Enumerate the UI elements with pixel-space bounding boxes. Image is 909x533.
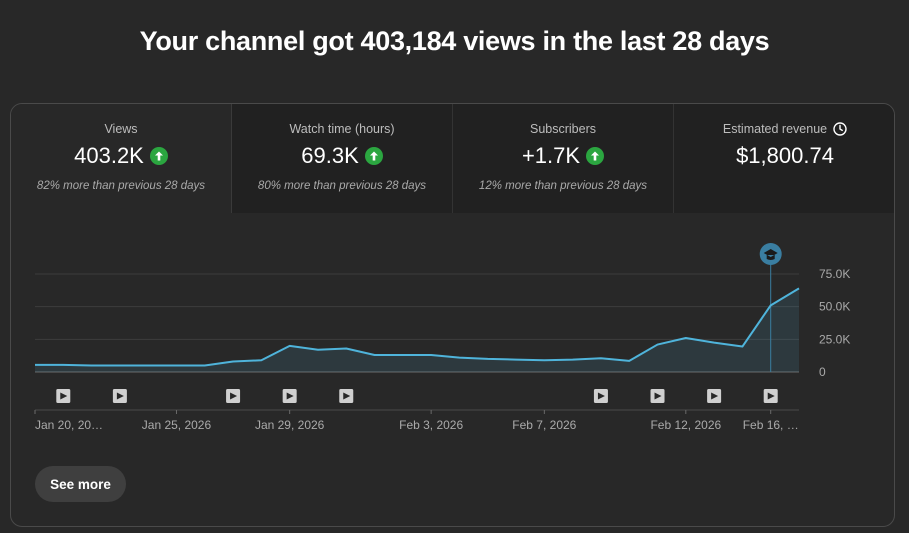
metric-tab-views[interactable]: Views 403.2K 82% more than previous 28 d… <box>11 104 232 213</box>
metric-tab-revenue[interactable]: Estimated revenue $1,800.74 <box>674 104 894 213</box>
video-marker-icon[interactable] <box>593 389 608 403</box>
metric-label: Estimated revenue <box>722 122 828 136</box>
metric-tab-watch-time[interactable]: Watch time (hours) 69.3K 80% more than p… <box>232 104 453 213</box>
metric-label: Subscribers <box>530 122 596 136</box>
see-more-button[interactable]: See more <box>35 466 126 502</box>
y-tick-label: 75.0K <box>819 267 850 281</box>
graduation-cap-icon[interactable] <box>759 243 782 265</box>
metric-value-wrap: +1.7K <box>453 143 673 169</box>
series-line <box>35 287 800 367</box>
metric-value: +1.7K <box>521 143 581 168</box>
y-tick-label: 0 <box>819 365 826 379</box>
views-line-chart: 75.0K 50.0K 25.0K 0 Jan 20, 20… Jan 25, 2026 J… <box>34 243 850 432</box>
page-headline: Your channel got 403,184 views in the la… <box>139 26 770 56</box>
metric-comparison: 80% more than previous 28 days <box>257 180 427 192</box>
metric-label-wrap: Estimated revenue <box>674 122 894 136</box>
video-marker-icon[interactable] <box>650 389 665 403</box>
video-marker-icon[interactable] <box>226 389 241 403</box>
metric-value-wrap: 69.3K <box>232 143 452 169</box>
metric-comparison: 12% more than previous 28 days <box>478 180 648 192</box>
metric-label: Watch time (hours) <box>289 122 395 136</box>
x-tick-label: Jan 29, 2026 <box>255 418 325 432</box>
video-marker-icon[interactable] <box>56 389 71 403</box>
analytics-card: Views 403.2K 82% more than previous 28 d… <box>10 103 895 527</box>
y-tick-label: 50.0K <box>819 300 850 314</box>
y-tick-label: 25.0K <box>819 332 850 346</box>
metric-tab-subscribers[interactable]: Subscribers +1.7K 12% more than previous… <box>453 104 674 213</box>
x-tick-label: Feb 7, 2026 <box>512 418 576 432</box>
video-marker-icon[interactable] <box>339 389 354 403</box>
x-tick-label: Feb 16, … <box>743 418 799 432</box>
clock-icon[interactable] <box>833 122 847 136</box>
x-tick-label: Jan 25, 2026 <box>142 418 212 432</box>
x-tick-label: Feb 3, 2026 <box>399 418 463 432</box>
metric-value-wrap: 403.2K <box>11 143 231 169</box>
video-marker-icon[interactable] <box>282 389 297 403</box>
x-tick-label: Feb 12, 2026 <box>650 418 721 432</box>
metric-value: 403.2K <box>74 143 144 168</box>
area-fill <box>35 288 799 372</box>
trend-up-icon <box>364 147 383 165</box>
trend-up-icon <box>149 147 168 165</box>
views-chart: 75.0K 50.0K 25.0K 0 Jan 20, 20… Jan 25, 2026 J… <box>11 213 894 453</box>
metric-value: 69.3K <box>301 143 359 168</box>
metric-comparison: 82% more than previous 28 days <box>36 180 206 192</box>
metric-tabs: Views 403.2K 82% more than previous 28 d… <box>11 104 894 213</box>
metric-value: $1,800.74 <box>736 143 834 168</box>
video-marker-icon[interactable] <box>763 389 778 403</box>
video-marker-icon[interactable] <box>112 389 127 403</box>
metric-value-wrap: $1,800.74 <box>674 143 894 169</box>
trend-up-icon <box>586 147 605 165</box>
metric-label: Views <box>104 122 138 136</box>
video-marker-icon[interactable] <box>707 389 722 403</box>
x-tick-label: Jan 20, 20… <box>35 418 103 432</box>
